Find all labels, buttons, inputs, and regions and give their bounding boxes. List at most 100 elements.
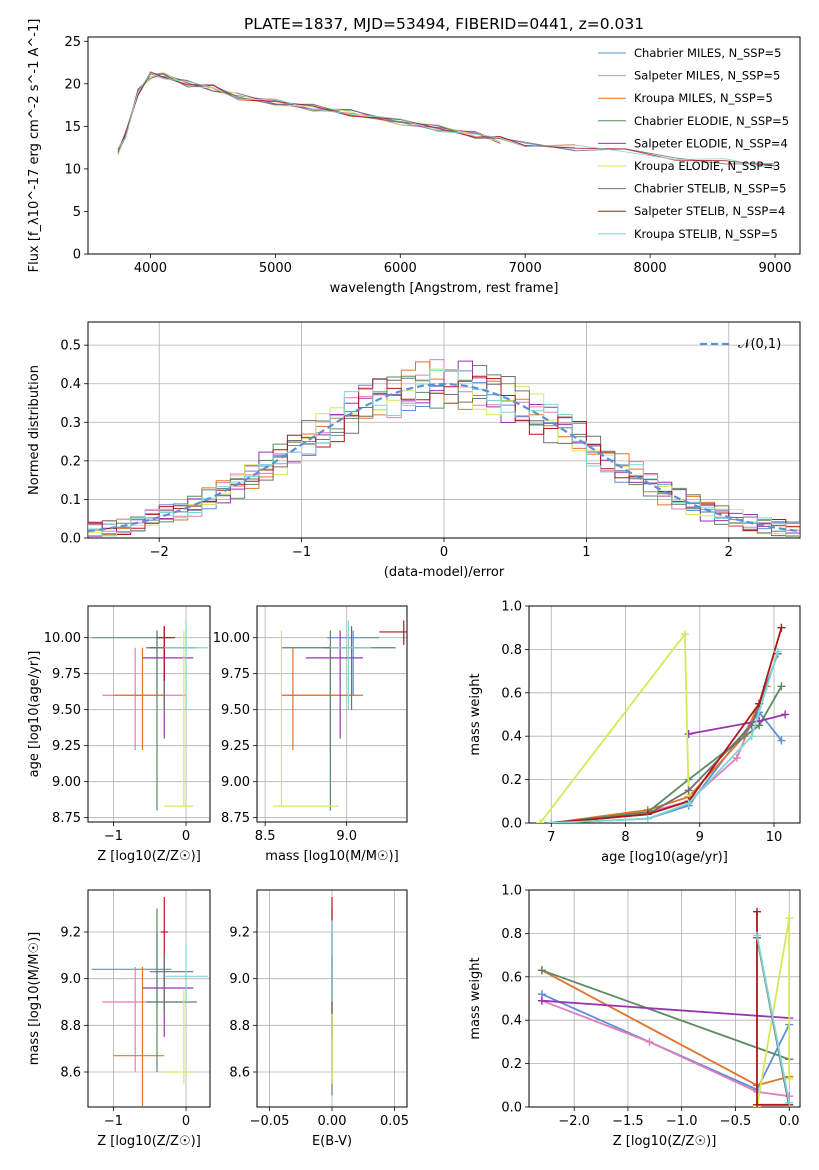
x-tick-label: 10 bbox=[766, 830, 783, 845]
x-tick-label: 9.0 bbox=[336, 829, 357, 844]
weight-series bbox=[541, 999, 790, 1019]
legend-label: Chabrier MILES, N_SSP=5 bbox=[634, 46, 781, 60]
x-tick-label: 8.5 bbox=[255, 829, 276, 844]
spectrum-lines bbox=[117, 71, 776, 170]
weight-series bbox=[688, 713, 786, 735]
spectrum-series bbox=[117, 71, 776, 167]
weight-marker bbox=[684, 786, 693, 795]
y-tick-label: 0.4 bbox=[501, 730, 522, 745]
weight-marker bbox=[732, 753, 741, 762]
y-tick-label: 0.1 bbox=[60, 493, 81, 508]
y-tick-label: 0.3 bbox=[60, 416, 81, 431]
weight-marker bbox=[547, 819, 556, 823]
weight-series bbox=[541, 999, 790, 1098]
axes-frame bbox=[87, 605, 211, 823]
weight-series bbox=[756, 935, 791, 1103]
y-tick-label: 15 bbox=[64, 120, 81, 135]
weight-marker bbox=[643, 814, 652, 823]
x-tick-label: 7000 bbox=[509, 261, 542, 276]
x-axis-label: age [log10(age/yr)] bbox=[601, 850, 728, 865]
y-axis-label: mass weight bbox=[468, 673, 483, 755]
x-tick-label: −1.0 bbox=[666, 1114, 698, 1129]
weight-marker bbox=[777, 736, 786, 745]
y-tick-label: 25 bbox=[64, 35, 81, 50]
y-tick-label: 0.8 bbox=[501, 927, 522, 942]
x-tick-label: 4000 bbox=[134, 261, 167, 276]
weight-marker bbox=[537, 966, 546, 975]
y-tick-label: 9.00 bbox=[221, 775, 250, 790]
spectrum-series bbox=[117, 76, 501, 152]
weight-series bbox=[541, 969, 790, 1061]
weight-marker bbox=[684, 799, 693, 808]
legend-label: Kroupa MILES, N_SSP=5 bbox=[634, 91, 773, 105]
y-tick-label: 1.0 bbox=[501, 884, 522, 899]
y-tick-label: 0.0 bbox=[60, 532, 81, 547]
y-tick-label: 0.2 bbox=[501, 1057, 522, 1072]
figure-title: PLATE=1837, MJD=53494, FIBERID=0441, z=0… bbox=[244, 15, 644, 33]
x-axis-label: mass [log10(M/M☉)] bbox=[265, 849, 398, 864]
weight-series bbox=[539, 631, 690, 823]
y-tick-label: 10 bbox=[64, 162, 81, 177]
y-tick-label: 0.0 bbox=[501, 1101, 522, 1116]
y-tick-label: 8.75 bbox=[221, 811, 250, 826]
y-tick-label: 10.00 bbox=[213, 631, 250, 646]
y-tick-label: 9.50 bbox=[221, 703, 250, 718]
x-axis-label: E(B-V) bbox=[312, 1134, 352, 1149]
y-tick-label: 9.2 bbox=[60, 926, 81, 941]
y-tick-label: 9.2 bbox=[229, 926, 250, 941]
y-tick-label: 9.50 bbox=[52, 703, 81, 718]
x-axis-label: wavelength [Angstrom, rest frame] bbox=[330, 281, 559, 296]
axes-frame bbox=[87, 36, 801, 255]
axes-frame bbox=[256, 605, 408, 823]
x-tick-label: 2 bbox=[725, 545, 733, 560]
x-tick-label: 0 bbox=[440, 545, 448, 560]
weight-series bbox=[541, 969, 790, 1087]
x-tick-label: −0.05 bbox=[250, 1114, 290, 1129]
x-tick-label: 6000 bbox=[384, 261, 417, 276]
weight-marker bbox=[684, 730, 693, 739]
x-tick-label: −1 bbox=[104, 829, 123, 844]
x-tick-label: −2 bbox=[150, 545, 169, 560]
x-tick-label: −1.5 bbox=[612, 1114, 644, 1129]
legend-label: Chabrier ELODIE, N_SSP=5 bbox=[634, 114, 789, 128]
legend-label: Kroupa STELIB, N_SSP=5 bbox=[634, 227, 778, 241]
x-axis-label: Z [log10(Z/Z☉)] bbox=[97, 1134, 201, 1149]
y-tick-label: 0.5 bbox=[60, 339, 81, 354]
spectrum-series bbox=[117, 72, 776, 170]
axes-frame bbox=[87, 889, 211, 1108]
weight-marker bbox=[680, 630, 689, 639]
legend-label: Salpeter ELODIE, N_SSP=4 bbox=[634, 136, 788, 150]
x-tick-label: −0.5 bbox=[720, 1114, 752, 1129]
x-tick-label: −1 bbox=[104, 1114, 123, 1129]
weight-marker bbox=[752, 907, 761, 916]
y-tick-label: 8.8 bbox=[229, 1019, 250, 1034]
y-tick-label: 0.4 bbox=[60, 377, 81, 392]
x-tick-label: 9000 bbox=[758, 261, 791, 276]
axes-frame bbox=[528, 605, 801, 824]
weight-marker bbox=[785, 1098, 794, 1107]
x-tick-label: 1 bbox=[582, 545, 590, 560]
y-tick-label: 9.75 bbox=[221, 667, 250, 682]
x-tick-label: 0.05 bbox=[380, 1114, 409, 1129]
y-tick-label: 1.0 bbox=[501, 600, 522, 615]
y-tick-label: 9.0 bbox=[229, 972, 250, 987]
x-axis-label: Z [log10(Z/Z☉)] bbox=[97, 849, 201, 864]
x-tick-label: −2.0 bbox=[558, 1114, 590, 1129]
x-tick-label: 8000 bbox=[634, 261, 667, 276]
y-tick-label: 5 bbox=[73, 205, 81, 220]
weight-marker bbox=[752, 1100, 761, 1107]
y-tick-label: 8.6 bbox=[60, 1066, 81, 1081]
y-tick-label: 8.6 bbox=[229, 1066, 250, 1081]
weight-lines bbox=[536, 623, 790, 823]
y-tick-label: 0.4 bbox=[501, 1014, 522, 1029]
weight-lines bbox=[537, 907, 794, 1107]
weight-marker bbox=[537, 996, 546, 1005]
y-axis-label: mass weight bbox=[468, 957, 483, 1039]
legend-label: Kroupa ELODIE, N_SSP=3 bbox=[634, 159, 780, 173]
y-tick-label: 0 bbox=[73, 248, 81, 263]
weight-marker bbox=[785, 914, 794, 923]
y-tick-label: 0.8 bbox=[501, 643, 522, 658]
spectrum-series bbox=[117, 71, 501, 156]
x-tick-label: 0 bbox=[182, 1114, 190, 1129]
